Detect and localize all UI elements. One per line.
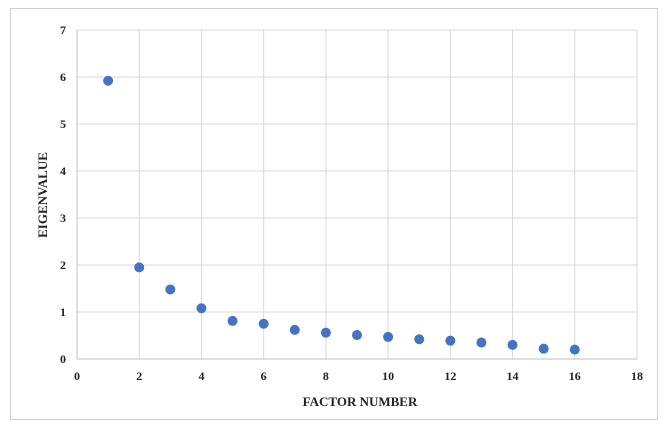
x-tick-label: 16 [569,369,581,383]
y-tick-label: 4 [60,164,66,178]
x-tick-label: 18 [631,369,643,383]
data-point [289,324,300,335]
data-point [476,337,487,348]
data-point [320,327,331,338]
x-tick-label: 6 [261,369,267,383]
data-point [383,331,394,342]
data-point [414,334,425,345]
y-tick-label: 0 [60,352,66,366]
data-point [352,330,362,341]
y-axis-title: EIGENVALUE [35,152,50,238]
x-axis-title: FACTOR NUMBER [303,394,418,409]
data-point [507,339,518,350]
data-point [538,343,549,354]
data-point [134,262,145,273]
x-tick-label: 12 [444,369,456,383]
y-tick-label: 2 [60,258,66,272]
y-tick-label: 7 [60,23,66,37]
y-tick-label: 1 [60,305,66,319]
x-tick-label: 10 [382,369,394,383]
grid-lines [77,29,638,359]
data-point [258,318,269,329]
data-point [445,335,456,346]
data-point [165,284,176,295]
x-tick-label: 8 [323,369,329,383]
data-point [196,303,207,314]
y-tick-label: 5 [60,117,66,131]
data-point [569,344,580,355]
x-tick-label: 2 [136,369,142,383]
axes [76,30,637,360]
data-point [103,75,114,86]
data-points [103,75,580,355]
x-tick-labels: 0 2 4 6 8 10 12 14 16 18 [74,369,643,383]
y-tick-label: 6 [60,70,66,84]
x-tick-label: 14 [507,369,519,383]
x-tick-label: 4 [198,369,204,383]
y-tick-labels: 0 1 2 3 4 5 6 7 [60,23,66,366]
x-tick-label: 0 [74,369,80,383]
y-tick-label: 3 [60,211,66,225]
data-point [227,315,238,326]
